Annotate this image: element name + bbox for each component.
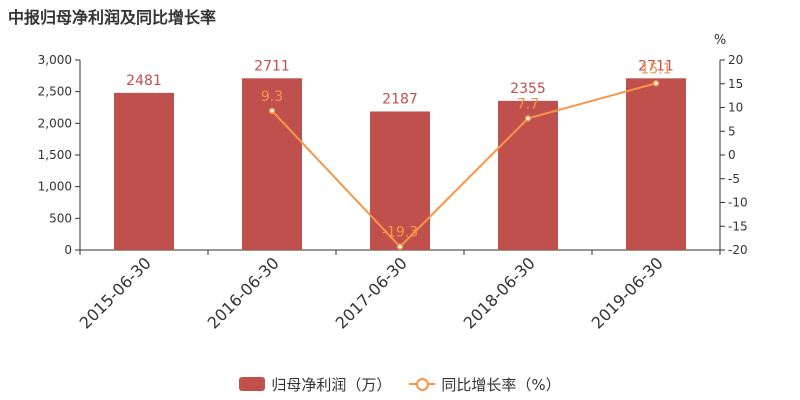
x-tick-label: 2018-06-30	[460, 253, 539, 332]
x-tick-label: 2016-06-30	[204, 253, 283, 332]
bar	[498, 100, 558, 250]
chart-title: 中报归母净利润及同比增长率	[8, 8, 217, 27]
y-left-tick-label: 0	[64, 243, 72, 257]
y-left-tick-label: 1,500	[38, 148, 72, 162]
bar	[242, 78, 302, 250]
y-left-tick-label: 1,000	[38, 180, 72, 194]
x-tick-label: 2015-06-30	[76, 253, 155, 332]
y-right-tick-label: -15	[728, 219, 748, 233]
chart-legend: 归母净利润（万） 同比增长率（%）	[0, 372, 800, 396]
growth-rate-point	[524, 115, 532, 122]
bar-value-label: 2711	[254, 58, 290, 74]
legend-bar-label: 归母净利润（万）	[271, 375, 392, 394]
x-tick-label: 2019-06-30	[588, 253, 667, 332]
y-left-tick-label: 2,500	[38, 85, 72, 99]
bar	[114, 92, 174, 251]
y-left-tick-label: 500	[49, 211, 72, 225]
bar-value-label: 2187	[382, 91, 418, 107]
growth-rate-label: 9.3	[261, 89, 283, 105]
bar	[626, 78, 686, 250]
y-right-tick-label: 0	[728, 148, 736, 162]
chart-canvas: 0 500 1,000 1,500 2,000 2,500 3,000 -20 -15 -10 -5…	[38, 33, 748, 333]
growth-rate-point	[268, 107, 276, 115]
legend-bar-swatch	[239, 377, 266, 391]
y-right-tick-label: -20	[728, 243, 748, 257]
legend-item-line[interactable]: 同比增长率（%）	[409, 374, 561, 395]
y-right-tick-label: 10	[728, 101, 743, 115]
y-right-tick-label: 5	[728, 124, 736, 138]
y-right-tick-label: 15	[728, 77, 743, 91]
growth-rate-line	[271, 82, 657, 249]
growth-rate-label: 15.1	[640, 61, 671, 77]
y-left-tick-label: 3,000	[38, 53, 72, 67]
x-tick-label: 2017-06-30	[332, 253, 411, 332]
legend-line-swatch	[409, 377, 436, 391]
growth-rate-label: -19.3	[382, 225, 418, 241]
y-right-tick-label: 20	[728, 53, 743, 67]
legend-line-label: 同比增长率（%）	[441, 375, 561, 394]
growth-rate-label: 7.7	[517, 96, 539, 112]
bar-value-label: 2355	[510, 81, 546, 97]
bar-value-label: 2711	[638, 58, 674, 74]
y-right-tick-label: -10	[728, 196, 748, 210]
y-right-tick-label: -5	[728, 172, 740, 186]
legend-item-bar[interactable]: 归母净利润（万）	[239, 374, 391, 395]
bar-value-label: 2481	[126, 73, 162, 89]
growth-rate-point	[652, 80, 660, 87]
growth-rate-point	[396, 243, 404, 250]
y-left-tick-label: 2,000	[38, 116, 72, 130]
y-right-unit-label: %	[714, 33, 726, 48]
